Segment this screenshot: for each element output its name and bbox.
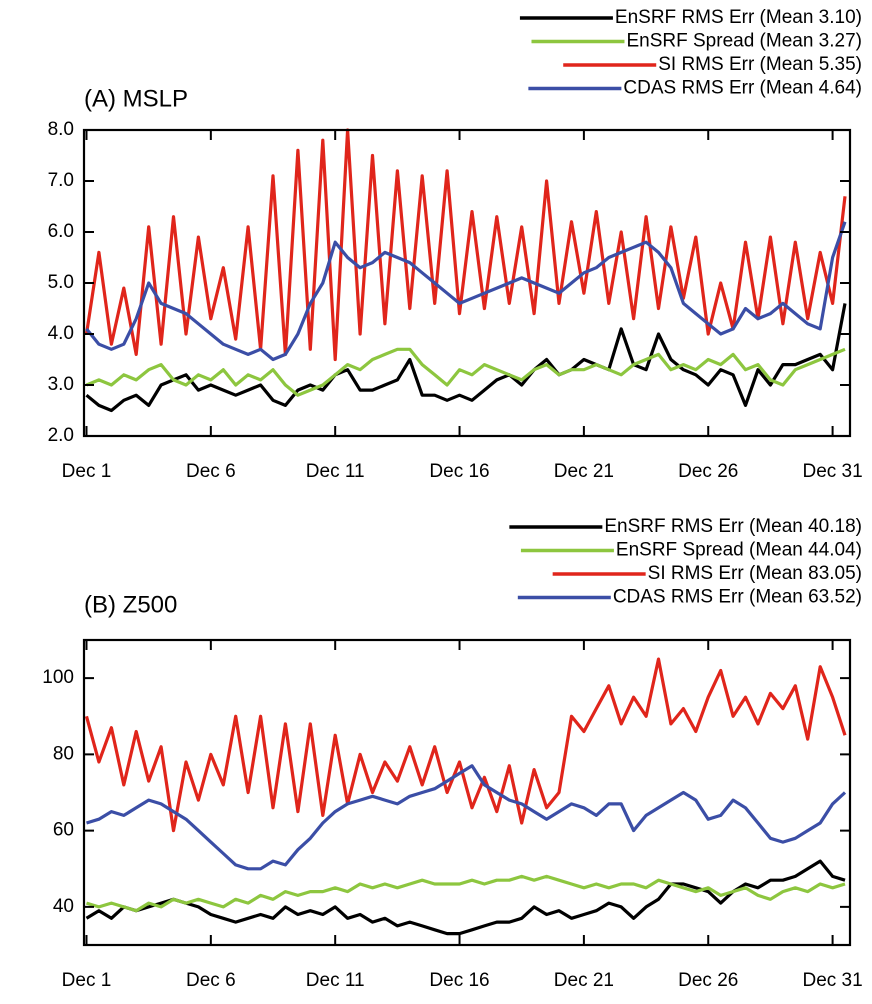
series-line: [85, 221, 847, 362]
panel-title: (A) MSLP: [84, 85, 188, 112]
y-tick-label: 2.0: [48, 425, 74, 446]
series-line: [85, 303, 847, 413]
y-tick-label: 3.0: [48, 374, 74, 395]
y-tick-label: 6.0: [48, 221, 74, 242]
x-tick-label: Dec 6: [186, 970, 236, 991]
y-tick-label: 4.0: [48, 323, 74, 344]
x-tick-label: Dec 1: [62, 970, 112, 991]
panel: (A) MSLP 2.0 3.0 4.0 5.0 6.0 7.0 8.0 Dec 1 Dec 6 D…: [48, 7, 863, 482]
legend-label: CDAS RMS Err (Mean 4.64): [623, 78, 862, 99]
x-tick-label: Dec 1: [62, 461, 112, 482]
legend-label: EnSRF Spread (Mean 3.27): [626, 31, 862, 52]
x-tick-label: Dec 26: [678, 461, 738, 482]
x-tick-label: Dec 31: [802, 970, 862, 991]
series-line: [85, 347, 846, 397]
x-tick-label: Dec 11: [306, 461, 365, 482]
panel: (B) Z500 40 60 80 100 Dec 1 Dec 6 Dec 11 Dec 16 D…: [42, 516, 862, 991]
x-tick-label: Dec 21: [554, 461, 614, 482]
x-tick-label: Dec 16: [429, 970, 489, 991]
legend-label: EnSRF RMS Err (Mean 40.18): [604, 516, 862, 537]
x-tick-label: Dec 6: [186, 461, 236, 482]
series-line: [84, 128, 847, 362]
series-line: [86, 764, 847, 871]
y-tick-label: 80: [53, 743, 74, 764]
legend-label: CDAS RMS Err (Mean 63.52): [613, 587, 862, 608]
y-tick-label: 100: [42, 667, 74, 688]
legend-label: EnSRF Spread (Mean 44.04): [616, 540, 862, 561]
x-tick-label: Dec 11: [306, 970, 365, 991]
plot-frame: [82, 638, 852, 947]
panel-title: (B) Z500: [84, 591, 177, 618]
y-tick-label: 8.0: [48, 119, 74, 140]
x-tick-label: Dec 31: [802, 461, 862, 482]
y-tick-label: 5.0: [48, 272, 74, 293]
x-tick-label: Dec 26: [678, 970, 738, 991]
legend-label: SI RMS Err (Mean 5.35): [658, 54, 862, 75]
series-line: [85, 859, 846, 936]
x-tick-label: Dec 16: [429, 461, 489, 482]
y-tick-label: 7.0: [48, 170, 74, 191]
legend-label: EnSRF RMS Err (Mean 3.10): [615, 7, 862, 28]
series-line: [86, 874, 846, 913]
legend-label: SI RMS Err (Mean 83.05): [648, 563, 862, 584]
y-tick-label: 60: [53, 820, 74, 841]
x-tick-label: Dec 21: [554, 970, 614, 991]
series-line: [84, 657, 847, 833]
y-tick-label: 40: [53, 896, 74, 917]
